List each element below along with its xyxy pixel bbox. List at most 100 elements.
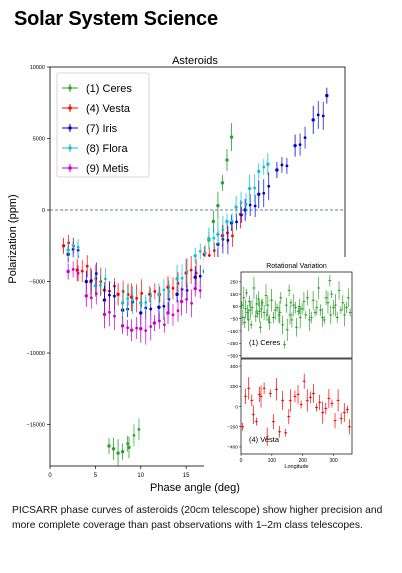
- legend-entry: (9) Metis: [62, 163, 129, 175]
- inset-data-point: [334, 304, 337, 307]
- inset-data-point: [297, 310, 300, 313]
- data-point: [71, 244, 75, 248]
- inset-panel-4-vesta: −400 −200 0 200 400 0 100 200 300 Longitude (4) Ve…: [227, 358, 353, 470]
- x-tick-label: 5: [94, 473, 98, 479]
- inset-data-point: [267, 319, 270, 321]
- inset-data-point: [268, 321, 271, 324]
- data-point: [127, 445, 131, 450]
- inset-data-point: [253, 287, 255, 289]
- data-point: [193, 254, 197, 258]
- inset-panel-label: (1) Ceres: [249, 338, 281, 347]
- inset-y-tick-label: −250: [227, 341, 238, 347]
- inset-data-point: [244, 307, 247, 310]
- data-point: [207, 254, 211, 257]
- data-point: [113, 314, 116, 318]
- data-point: [262, 165, 266, 169]
- legend: (1) Ceres (4) Vesta (7) Iris (8) Flora (9) M…: [56, 72, 150, 178]
- data-point: [89, 279, 93, 282]
- inset-data-point: [258, 393, 261, 396]
- inset-data-point: [312, 392, 315, 395]
- inset-data-point: [289, 399, 292, 402]
- inset-data-point: [285, 304, 288, 307]
- inset-data-point: [314, 311, 316, 314]
- series-8-flora: [66, 153, 270, 317]
- inset-data-point: [303, 380, 306, 383]
- data-point: [162, 288, 166, 292]
- inset-title: Rotational Variation: [266, 263, 327, 270]
- legend-marker: [68, 86, 72, 90]
- data-point: [99, 280, 103, 284]
- data-point: [175, 276, 179, 281]
- inset-data-point: [266, 314, 268, 316]
- data-point: [220, 234, 225, 238]
- data-point: [316, 113, 320, 117]
- inset-frame: [240, 271, 353, 359]
- data-point: [247, 186, 252, 191]
- inset-data-point: [261, 301, 264, 304]
- inset-data-point: [294, 306, 297, 309]
- inset-data-point: [251, 306, 254, 309]
- data-point: [216, 232, 220, 237]
- data-point: [234, 205, 238, 209]
- data-point: [129, 328, 134, 332]
- data-point: [185, 270, 189, 274]
- y-tick-label: −5000: [30, 280, 45, 286]
- y-tick-label: 10000: [30, 65, 45, 71]
- data-point: [126, 297, 130, 300]
- inset-data-point: [297, 393, 299, 396]
- data-point: [225, 219, 229, 224]
- data-point: [94, 292, 98, 295]
- data-point: [135, 326, 139, 330]
- data-point: [244, 202, 248, 206]
- inset-data-point: [284, 431, 287, 434]
- data-point: [212, 236, 216, 240]
- inset-data-point: [338, 289, 340, 292]
- inset-data-point: [258, 310, 261, 313]
- inset-data-point: [279, 296, 282, 299]
- data-point: [84, 279, 89, 284]
- data-point: [280, 163, 284, 167]
- x-tick-label: 0: [48, 473, 52, 479]
- data-point: [193, 275, 197, 279]
- data-point: [198, 274, 202, 278]
- inset-y-tick-label: 250: [230, 280, 238, 286]
- data-point: [162, 323, 166, 327]
- y-axis-label: Polarization (ppm): [7, 194, 19, 283]
- data-point: [166, 311, 170, 315]
- inset-data-point: [281, 323, 284, 326]
- data-point: [120, 301, 125, 305]
- data-point: [135, 296, 139, 300]
- data-point: [240, 213, 243, 217]
- inset-y-tick-label: −200: [227, 425, 238, 431]
- inset-data-point: [319, 309, 322, 311]
- legend-entry: (8) Flora: [62, 143, 128, 155]
- inset-data-point: [346, 408, 349, 411]
- inset-data-point: [327, 397, 330, 400]
- data-point: [139, 311, 143, 315]
- inset-panel-1-ceres: −350 −250 −150 −50 50 150 250 (1) Ceres: [227, 271, 353, 359]
- legend-marker: [68, 166, 72, 170]
- data-point: [111, 447, 116, 451]
- inset-data-point: [287, 415, 290, 418]
- data-point: [257, 192, 261, 196]
- data-point: [211, 219, 216, 224]
- data-point: [126, 326, 130, 330]
- data-point: [132, 434, 136, 437]
- data-point: [61, 244, 66, 248]
- inset-rotational-variation: Rotational Variation −350 −250 −150 −50 50 150…: [204, 257, 366, 483]
- data-point: [226, 238, 230, 242]
- inset-data-point: [278, 430, 281, 433]
- inset-data-point: [321, 411, 324, 414]
- data-point: [76, 271, 80, 275]
- data-point: [321, 114, 325, 118]
- data-point: [171, 313, 175, 317]
- data-point: [253, 204, 257, 208]
- inset-data-point: [325, 296, 327, 299]
- data-point: [102, 312, 107, 317]
- data-point: [157, 305, 161, 309]
- inset-data-point: [343, 411, 346, 414]
- data-point: [137, 428, 141, 431]
- data-point: [266, 162, 270, 166]
- inset-data-point: [250, 323, 253, 326]
- inset-data-point: [283, 343, 286, 346]
